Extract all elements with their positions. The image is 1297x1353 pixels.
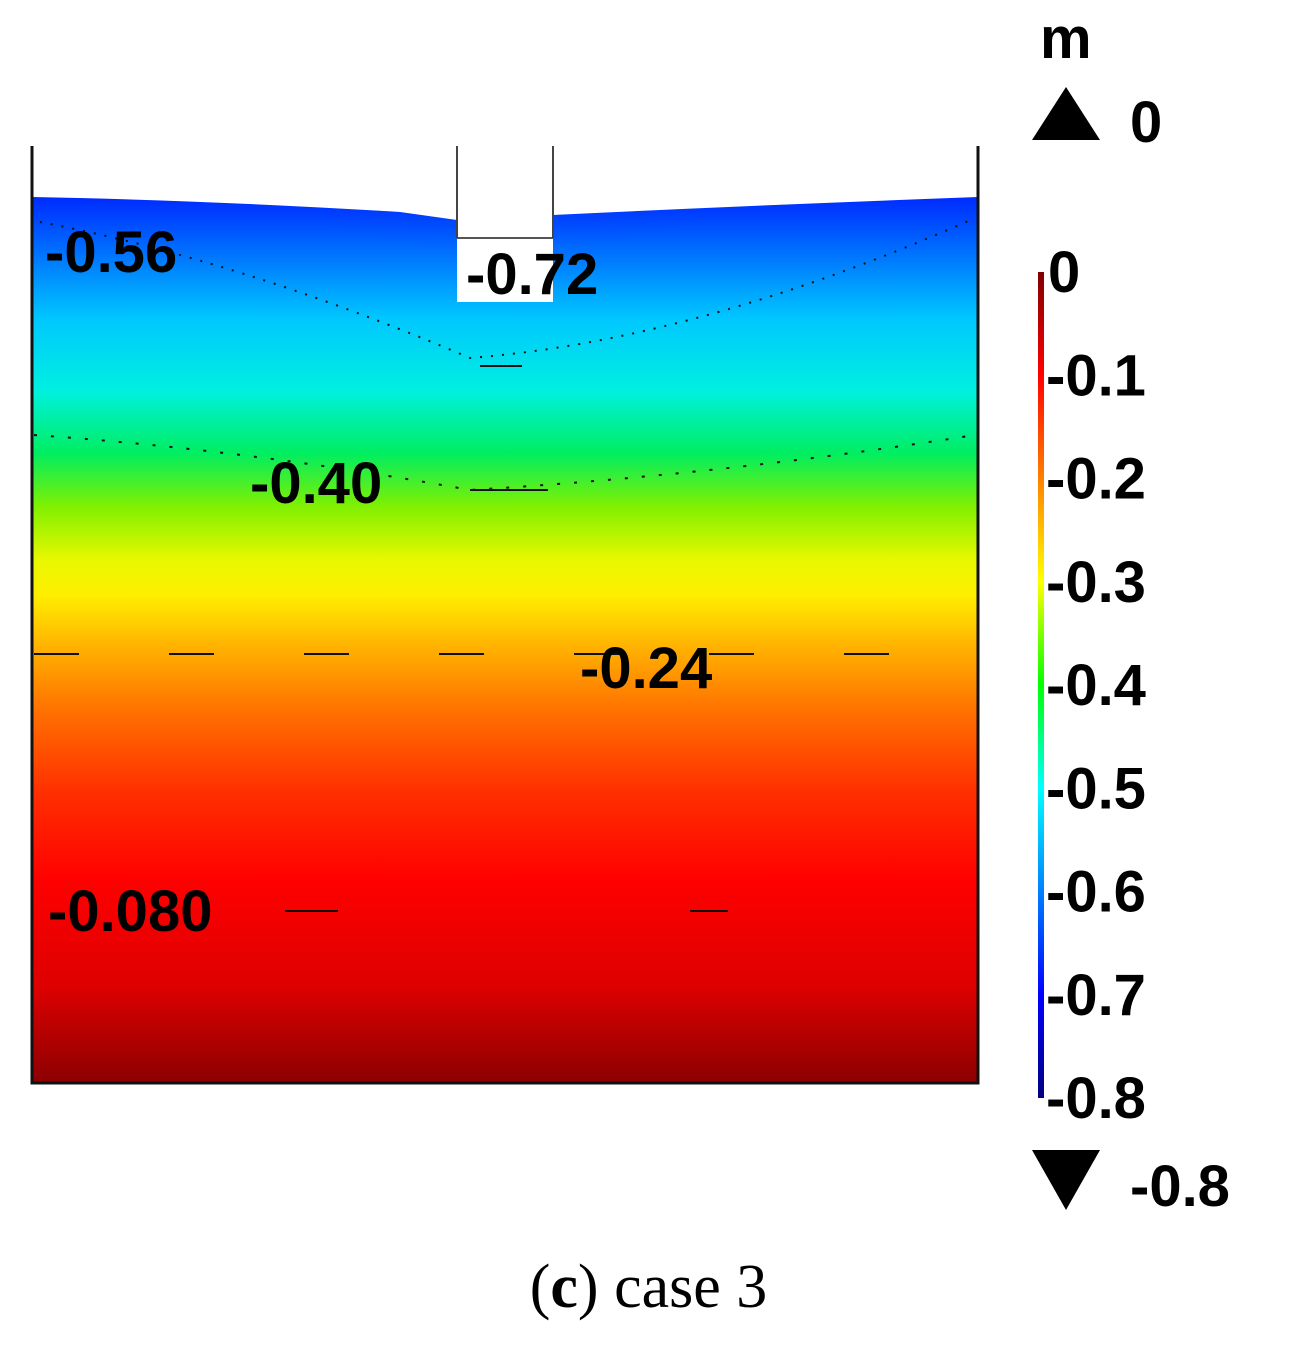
overflow-min-label: -0.8 [1130, 1154, 1230, 1219]
domain-border [30, 146, 980, 1085]
caption-panel-letter: c [550, 1253, 578, 1321]
caption-open-paren: ( [529, 1253, 551, 1321]
figure-caption: (c) case 3 [0, 1252, 1297, 1323]
colorbar-gradient-bar [1038, 272, 1044, 1098]
overflow-max-label: 0 [1130, 90, 1162, 155]
contour-line-056 [39, 217, 976, 360]
colorbar-tick-label: -0.5 [1046, 756, 1146, 821]
plot-area: -0.56 -0.72 -0.40 -0.24 -0.080 [30, 146, 980, 1085]
colorbar-tick-label: -0.1 [1046, 343, 1146, 408]
contour-label-056: -0.56 [45, 220, 177, 285]
colorbar-tick-label: -0.2 [1046, 447, 1146, 512]
overflow-min-triangle-icon [1032, 1150, 1100, 1210]
caption-close-paren: ) [577, 1253, 599, 1321]
contour-label-072: -0.72 [466, 242, 598, 307]
contour-label-024: -0.24 [580, 636, 712, 701]
colorbar: m 0 0 -0.1 -0.2 -0.3 -0.4 -0.5 -0.6 -0.7 -0.8 -0… [1032, 6, 1230, 1219]
colorbar-tick-label: -0.7 [1046, 963, 1146, 1028]
overflow-max-triangle-icon [1032, 87, 1100, 140]
caption-text: case 3 [598, 1253, 768, 1321]
field-dip-shading [145, 197, 865, 410]
colorbar-tick-label: -0.6 [1046, 860, 1146, 925]
colorbar-tick-labels: 0 -0.1 -0.2 -0.3 -0.4 -0.5 -0.6 -0.7 -0.8 [1046, 240, 1146, 1131]
colorbar-tick-label: -0.3 [1046, 550, 1146, 615]
contour-label-080: -0.080 [48, 879, 212, 944]
excavation-cutout [457, 238, 553, 302]
contour-label-040: -0.40 [250, 451, 382, 516]
contour-figure: -0.56 -0.72 -0.40 -0.24 -0.080 m 0 0 -0.1… [30, 6, 1230, 1219]
colorbar-tick-label: -0.8 [1046, 1066, 1146, 1131]
colorbar-tick-label: 0 [1048, 240, 1080, 305]
colorbar-tick-label: -0.4 [1046, 653, 1146, 718]
colorbar-unit: m [1040, 6, 1092, 71]
